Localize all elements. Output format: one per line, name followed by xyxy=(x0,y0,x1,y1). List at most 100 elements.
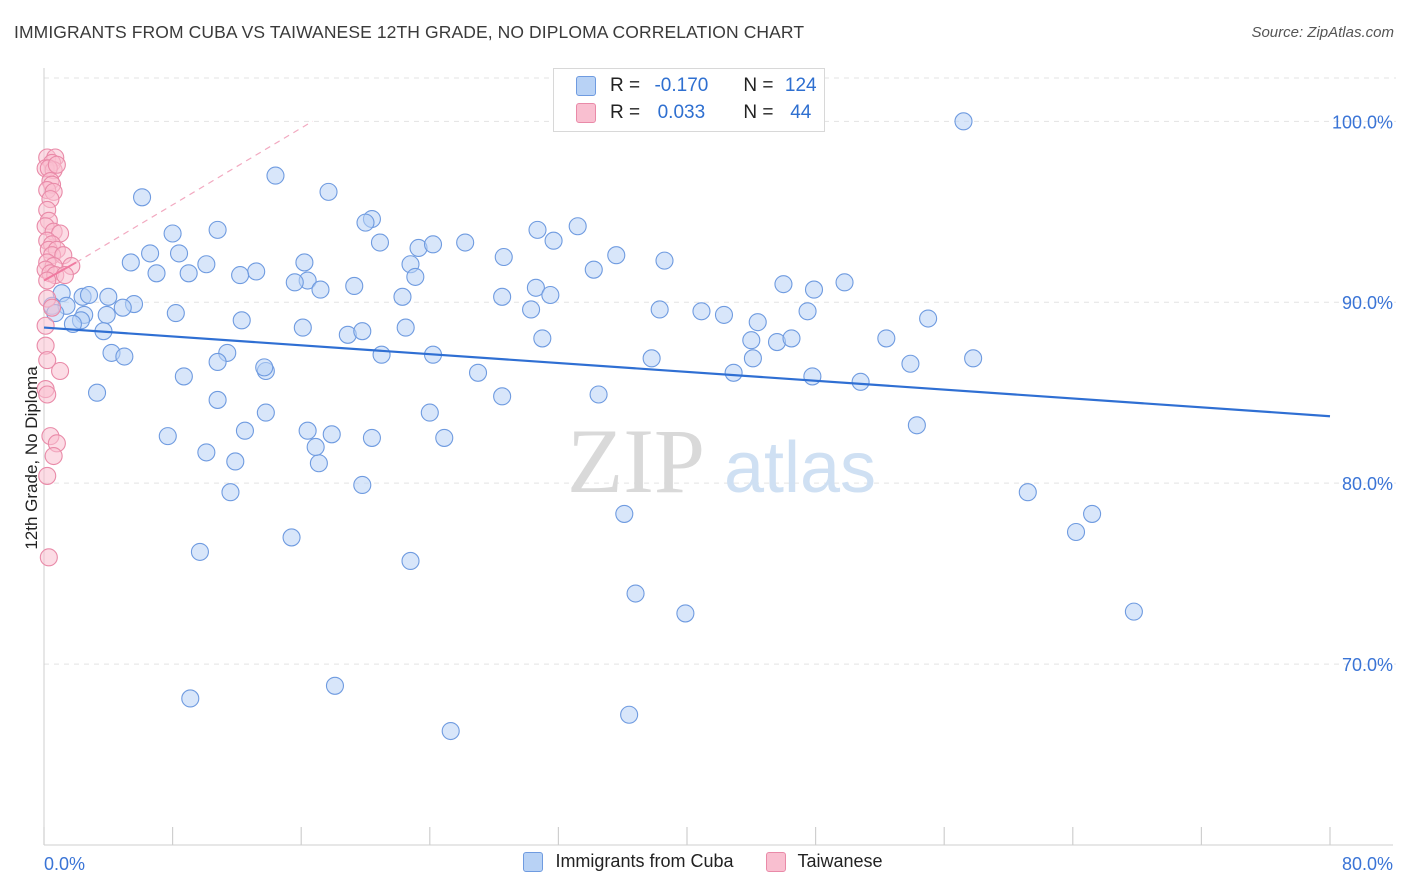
cuba-point xyxy=(247,262,266,281)
cuba-point xyxy=(232,311,251,330)
cuba-point xyxy=(724,363,743,382)
source-credit: Source: ZipAtlas.com xyxy=(1251,24,1394,41)
cuba-point xyxy=(179,264,198,283)
cuba-point xyxy=(907,416,926,435)
cuba-point xyxy=(468,363,488,382)
cuba-point xyxy=(584,260,603,279)
cuba-point xyxy=(226,452,245,471)
legend-label-cuba: Immigrants from Cuba xyxy=(555,851,734,871)
series-legend: Immigrants from Cuba Taiwanese xyxy=(0,851,1406,872)
cuba-point xyxy=(743,349,762,368)
cuba-point xyxy=(166,304,185,323)
cuba-point xyxy=(282,528,301,547)
legend-row-cuba: R = -0.170 N = 124 xyxy=(576,73,823,99)
cuba-point xyxy=(255,358,274,377)
cuba-point xyxy=(115,347,134,366)
y-axis-label: 12th Grade, No Diploma xyxy=(22,366,41,550)
cuba-point xyxy=(197,443,216,462)
legend-n-value-cuba: 124 xyxy=(784,75,817,96)
cuba-point xyxy=(370,233,390,252)
cuba-point xyxy=(256,403,275,422)
cuba-point xyxy=(298,421,317,440)
cuba-point xyxy=(163,224,182,243)
cuba-point xyxy=(208,220,227,239)
stats-legend: R = -0.170 N = 124 R = 0.033 N = 44 xyxy=(553,68,825,132)
cuba-point xyxy=(742,331,761,350)
cuba-point xyxy=(782,329,801,348)
cuba-point xyxy=(311,280,330,299)
trend-line-taiwanese-extension xyxy=(75,120,313,263)
cuba-point xyxy=(626,584,645,603)
cuba-point xyxy=(877,329,896,348)
cuba-point xyxy=(401,551,420,571)
cuba-point xyxy=(748,313,767,332)
cuba-point xyxy=(113,298,132,317)
axes xyxy=(43,68,1393,846)
cuba-point xyxy=(221,483,240,502)
cuba-point xyxy=(322,425,341,444)
legend-item-cuba[interactable]: Immigrants from Cuba xyxy=(523,851,734,872)
cuba-point xyxy=(97,305,116,324)
cuba-point xyxy=(1083,504,1102,523)
x-tick-label-end: 80.0% xyxy=(1342,854,1393,874)
legend-swatch-taiwanese xyxy=(576,103,596,123)
cuba-point xyxy=(295,253,314,272)
cuba-point xyxy=(774,275,793,294)
cuba-point xyxy=(420,403,439,422)
watermark-zip: ZIP xyxy=(567,410,705,512)
legend-label-taiwanese: Taiwanese xyxy=(797,851,883,871)
cuba-point xyxy=(266,166,285,185)
cuba-point xyxy=(293,318,312,337)
cuba-point xyxy=(568,217,587,236)
cuba-point xyxy=(964,349,983,368)
taiwanese-point xyxy=(44,446,63,466)
cuba-point xyxy=(528,220,547,239)
chart-title: IMMIGRANTS FROM CUBA VS TAIWANESE 12TH G… xyxy=(14,22,805,42)
cuba-point xyxy=(396,318,415,337)
x-tick-label-start: 0.0% xyxy=(44,854,85,874)
cuba-point xyxy=(798,302,817,321)
cuba-point xyxy=(650,300,669,319)
cuba-point xyxy=(804,280,824,299)
taiwanese-point xyxy=(36,316,55,335)
cuba-point xyxy=(133,188,152,207)
legend-n-label: N = xyxy=(743,102,774,123)
cuba-point xyxy=(393,287,412,306)
cuba-point xyxy=(79,285,99,305)
x-tick-labels: 0.0% 80.0% xyxy=(44,854,1393,874)
legend-item-taiwanese[interactable]: Taiwanese xyxy=(765,851,883,872)
grid-lines xyxy=(44,77,1396,665)
cuba-point xyxy=(372,345,391,364)
taiwanese-point xyxy=(47,155,66,174)
cuba-point xyxy=(1066,522,1086,542)
cuba-point xyxy=(589,385,608,404)
legend-r-label: R = xyxy=(610,75,641,96)
cuba-point xyxy=(655,251,674,270)
cuba-point xyxy=(285,273,304,292)
legend-r-value-taiwanese: 0.033 xyxy=(657,102,706,123)
taiwanese-point xyxy=(39,548,58,567)
trend-lines xyxy=(43,120,1331,418)
y-tick-label: 90.0% xyxy=(1342,293,1393,313)
cuba-point xyxy=(319,182,338,201)
cuba-point xyxy=(544,231,563,250)
cuba-point xyxy=(353,475,372,495)
trend-line-taiwanese xyxy=(43,261,77,282)
cuba-point xyxy=(714,305,734,324)
cuba-point xyxy=(533,329,552,348)
cuba-point xyxy=(423,235,443,254)
legend-r-value-cuba: -0.170 xyxy=(654,75,709,96)
legend-row-taiwanese: R = 0.033 N = 44 xyxy=(576,100,823,126)
cuba-point xyxy=(919,309,938,328)
cuba-point xyxy=(493,287,512,306)
cuba-point xyxy=(835,273,854,292)
cuba-point xyxy=(158,427,177,446)
cuba-point xyxy=(190,542,209,561)
cuba-point xyxy=(345,276,364,296)
cuba-point xyxy=(353,322,372,341)
cuba-point xyxy=(208,390,227,409)
cuba-point xyxy=(522,300,541,319)
legend-swatch-cuba xyxy=(523,851,544,872)
cuba-point xyxy=(676,604,695,623)
